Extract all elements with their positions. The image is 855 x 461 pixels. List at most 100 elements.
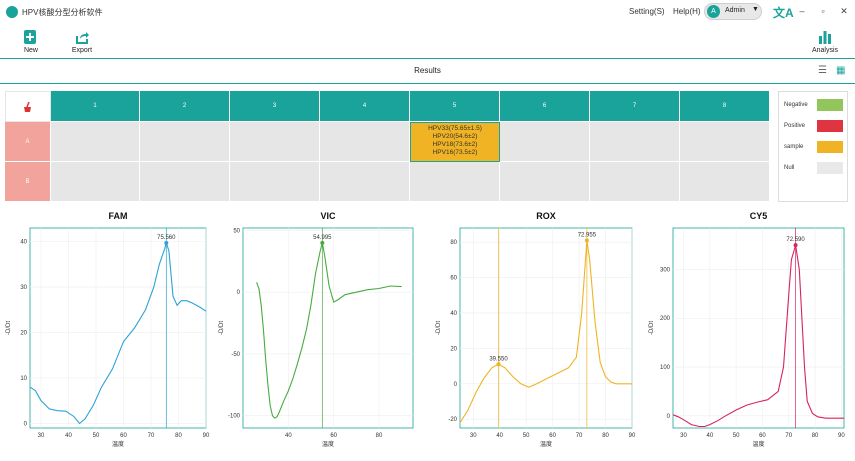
y-tick-label: 60 [450, 276, 457, 282]
caret-down-icon: ▼ [752, 6, 759, 13]
x-tick-label: 80 [812, 433, 819, 439]
new-label: New [23, 47, 38, 54]
analysis-label: Analysis [811, 47, 839, 54]
y-tick-label: 20 [20, 331, 27, 337]
column-header-4[interactable]: 4 [320, 91, 410, 122]
new-file-icon [24, 30, 36, 44]
plot-frame [29, 227, 207, 429]
y-tick-label: 30 [20, 285, 27, 291]
share-icon [76, 32, 89, 44]
column-header-1[interactable]: 1 [51, 91, 140, 122]
menu-setting[interactable]: Setting(S) [629, 7, 665, 16]
x-tick-label: 60 [330, 433, 337, 439]
well-A6[interactable] [500, 122, 590, 162]
results-title: Results [414, 66, 441, 75]
y-tick-label: 300 [660, 267, 671, 273]
avatar: A [707, 5, 720, 18]
well-B6[interactable] [500, 162, 590, 202]
y-tick-label: 40 [20, 240, 27, 246]
column-header-3[interactable]: 3 [230, 91, 320, 122]
grid-view-icon[interactable]: ▦ [836, 65, 846, 76]
column-header-5[interactable]: 5 [410, 91, 500, 122]
row-header-B[interactable]: B [5, 162, 51, 202]
y-axis-label: -D/Dt [219, 321, 225, 335]
x-tick-label: 80 [175, 433, 182, 439]
x-tick-label: 90 [838, 433, 845, 439]
chart-title-rox: ROX [536, 211, 556, 221]
x-tick-label: 40 [496, 433, 503, 439]
plot-frame [242, 227, 414, 429]
well-A4[interactable] [320, 122, 410, 162]
column-header-8[interactable]: 8 [680, 91, 770, 122]
well-A5[interactable]: HPV33(75.65±1.5) HPV20(54.6±2) HPV18(73.6±… [410, 122, 500, 162]
close-button[interactable]: ✕ [840, 6, 848, 16]
peak-point [793, 243, 798, 248]
legend-swatch-null [817, 162, 843, 174]
well-B4[interactable] [320, 162, 410, 202]
well-A7[interactable] [590, 122, 680, 162]
y-tick-label: 40 [450, 311, 457, 317]
y-tick-label: 0 [454, 382, 458, 388]
y-tick-label: -20 [448, 417, 457, 423]
well-B7[interactable] [590, 162, 680, 202]
y-tick-label: 50 [233, 228, 240, 234]
well-B1[interactable] [51, 162, 140, 202]
chart-rox: 30 40 50 60 70 80 90 -20 0 20 40 60 80 温度 -D/Dt 39.550 7… [436, 227, 636, 448]
y-axis-label: -D/Dt [6, 321, 12, 335]
peak-point [584, 238, 589, 243]
legend-label-null: Null [784, 165, 795, 171]
plot-frame [672, 227, 845, 429]
chart-fam: 30 40 50 60 70 80 90 0 10 20 30 40 温度 -D/Dt 75.560 [6, 227, 210, 448]
x-axis-label: 温度 [752, 440, 764, 448]
well-A8[interactable] [680, 122, 770, 162]
legend-label-negative: Negative [784, 102, 808, 108]
x-tick-label: 90 [203, 433, 210, 439]
x-axis-label: 温度 [322, 440, 334, 448]
x-tick-label: 30 [470, 433, 477, 439]
legend-swatch-positive [817, 120, 843, 132]
chart-title-fam: FAM [108, 211, 128, 221]
peak-point [496, 362, 501, 367]
x-tick-label: 50 [523, 433, 530, 439]
chart-title-cy5: CY5 [749, 211, 768, 221]
well-B8[interactable] [680, 162, 770, 202]
chart-title-vic: VIC [320, 211, 336, 221]
list-view-icon[interactable]: ☰ [818, 65, 827, 76]
well-A3[interactable] [230, 122, 320, 162]
plot-frame [459, 227, 633, 429]
x-tick-label: 30 [38, 433, 45, 439]
clear-button[interactable] [5, 91, 51, 122]
series-line [672, 244, 844, 428]
series-line [459, 240, 632, 423]
user-menu[interactable]: A Admin ▼ [704, 3, 762, 20]
column-header-7[interactable]: 7 [590, 91, 680, 122]
y-axis-label: -D/Dt [436, 321, 442, 335]
peak-point [164, 241, 169, 245]
x-axis-label: 温度 [540, 440, 552, 448]
legend-label-sample: sample [784, 144, 804, 150]
well-B3[interactable] [230, 162, 320, 202]
row-header-A[interactable]: A [5, 122, 51, 162]
well-B5[interactable] [410, 162, 500, 202]
well-result-line: HPV18(73.6±2) [432, 141, 478, 148]
x-tick-label: 60 [759, 433, 766, 439]
x-tick-label: 80 [376, 433, 383, 439]
bar-chart-icon [819, 31, 831, 44]
x-axis-label: 温度 [112, 440, 124, 448]
export-label: Export [71, 47, 93, 54]
title-bar: HPV核酸分型分析软件 Setting(S) Help(H) A Admin ▼… [0, 0, 855, 24]
x-tick-label: 50 [733, 433, 740, 439]
y-tick-label: -50 [231, 352, 240, 358]
y-tick-label: 80 [450, 240, 457, 246]
restore-button[interactable]: ▫ [821, 6, 825, 16]
y-axis-label: -D/Dt [649, 321, 655, 335]
x-tick-label: 70 [576, 433, 583, 439]
well-A1[interactable] [51, 122, 140, 162]
minimize-button[interactable]: – [799, 6, 805, 16]
translate-icon[interactable]: 文A [773, 6, 794, 20]
menu-help[interactable]: Help(H) [673, 7, 701, 16]
well-B2[interactable] [140, 162, 230, 202]
column-header-2[interactable]: 2 [140, 91, 230, 122]
well-A2[interactable] [140, 122, 230, 162]
column-header-6[interactable]: 6 [500, 91, 590, 122]
